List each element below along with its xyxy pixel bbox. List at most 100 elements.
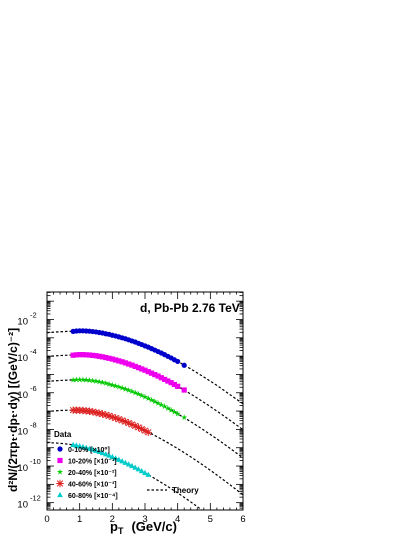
data-point bbox=[132, 363, 138, 369]
data-point bbox=[99, 354, 106, 360]
data-point bbox=[77, 352, 83, 358]
data-point bbox=[83, 444, 90, 450]
series-0 bbox=[70, 328, 187, 368]
data-point bbox=[70, 376, 77, 383]
data-point bbox=[125, 386, 132, 393]
data-point bbox=[116, 456, 122, 462]
data-point bbox=[151, 398, 158, 405]
data-point bbox=[99, 449, 106, 456]
data-point bbox=[103, 354, 109, 361]
x-tick-label: 4 bbox=[175, 514, 180, 525]
data-point bbox=[144, 428, 152, 437]
data-point bbox=[135, 466, 142, 472]
y-tick-label: 10 bbox=[17, 426, 28, 437]
data-point bbox=[142, 367, 148, 373]
x-axis-label: pT (GeV/c) bbox=[110, 519, 177, 536]
data-point bbox=[89, 377, 96, 384]
data-point bbox=[154, 399, 162, 406]
data-point bbox=[80, 443, 86, 450]
data-point bbox=[112, 382, 119, 389]
data-point bbox=[102, 379, 109, 386]
data-point bbox=[165, 378, 171, 384]
legend-marker bbox=[57, 446, 63, 452]
data-point bbox=[162, 376, 168, 382]
data-point bbox=[95, 409, 103, 417]
data-point bbox=[106, 452, 112, 458]
x-axis-label-unit: (GeV/c) bbox=[131, 519, 177, 534]
data-point bbox=[164, 405, 171, 411]
data-point bbox=[109, 453, 116, 459]
data-point bbox=[142, 469, 148, 476]
x-tick-label: 3 bbox=[142, 514, 147, 525]
data-point bbox=[73, 352, 79, 358]
legend-label: 0-10% [×10⁰] bbox=[68, 446, 110, 454]
legend-title: Data bbox=[54, 430, 72, 439]
y-tick-label: 10 bbox=[17, 353, 28, 364]
data-point bbox=[121, 417, 130, 426]
data-point bbox=[83, 376, 90, 383]
data-point bbox=[86, 377, 93, 383]
data-point bbox=[80, 352, 86, 358]
data-point bbox=[152, 372, 158, 378]
data-point bbox=[128, 388, 136, 395]
data-points bbox=[69, 328, 188, 477]
x-tick-label: 0 bbox=[44, 514, 49, 525]
series-4 bbox=[70, 441, 152, 477]
data-point bbox=[119, 458, 125, 464]
data-point bbox=[129, 462, 135, 469]
legend-marker bbox=[57, 457, 63, 464]
x-tick-label: 1 bbox=[77, 514, 82, 525]
data-point bbox=[141, 426, 149, 435]
y-tick-exponent: -8 bbox=[30, 420, 37, 429]
data-point bbox=[158, 375, 164, 381]
data-point bbox=[175, 358, 181, 365]
legend-items: 0-10% [×10⁰] 10-20% [×10⁻¹] 20-40% [×10⁻²]… bbox=[56, 446, 118, 500]
data-point bbox=[132, 389, 139, 396]
data-point bbox=[174, 410, 181, 417]
data-point bbox=[102, 411, 110, 419]
data-point bbox=[122, 459, 129, 465]
data-point bbox=[96, 378, 103, 385]
data-point bbox=[115, 415, 123, 423]
legend-marker bbox=[57, 491, 63, 498]
plot-border bbox=[46, 291, 244, 511]
y-tick-exponent: -2 bbox=[30, 310, 37, 319]
data-point bbox=[90, 352, 96, 358]
data-point bbox=[115, 383, 122, 390]
data-point bbox=[139, 366, 145, 372]
data-point bbox=[129, 362, 135, 368]
legend-label: 10-20% [×10⁻¹] bbox=[68, 459, 117, 466]
plot-frame bbox=[46, 291, 244, 511]
data-point bbox=[138, 425, 146, 433]
data-point bbox=[158, 401, 165, 408]
data-point bbox=[79, 376, 87, 383]
data-point bbox=[175, 383, 181, 389]
x-tick-label: 5 bbox=[208, 514, 213, 525]
data-point bbox=[98, 410, 107, 418]
data-point bbox=[132, 464, 139, 470]
data-point bbox=[148, 396, 155, 403]
data-point bbox=[86, 445, 93, 451]
data-point bbox=[126, 361, 132, 367]
data-point bbox=[145, 395, 152, 402]
y-tick-label: 10 bbox=[17, 500, 28, 511]
data-point bbox=[92, 408, 100, 417]
x-tick-label: 6 bbox=[240, 514, 245, 525]
theory-curve-0 bbox=[47, 330, 243, 405]
y-tick-label: 10 bbox=[17, 463, 28, 474]
y-tick-label: 10 bbox=[17, 316, 28, 327]
data-point bbox=[109, 356, 115, 362]
data-point bbox=[83, 352, 89, 358]
data-point bbox=[102, 451, 109, 457]
legend-label: 20-40% [×10⁻²] bbox=[68, 470, 117, 477]
data-point bbox=[181, 387, 187, 393]
data-point bbox=[116, 358, 122, 364]
theory-legend-label: Theory bbox=[172, 486, 199, 495]
data-point bbox=[155, 373, 161, 379]
data-point bbox=[92, 377, 100, 384]
data-point bbox=[105, 412, 113, 420]
theory-curve-1 bbox=[47, 354, 243, 431]
data-point bbox=[148, 370, 155, 376]
data-point bbox=[93, 447, 99, 453]
